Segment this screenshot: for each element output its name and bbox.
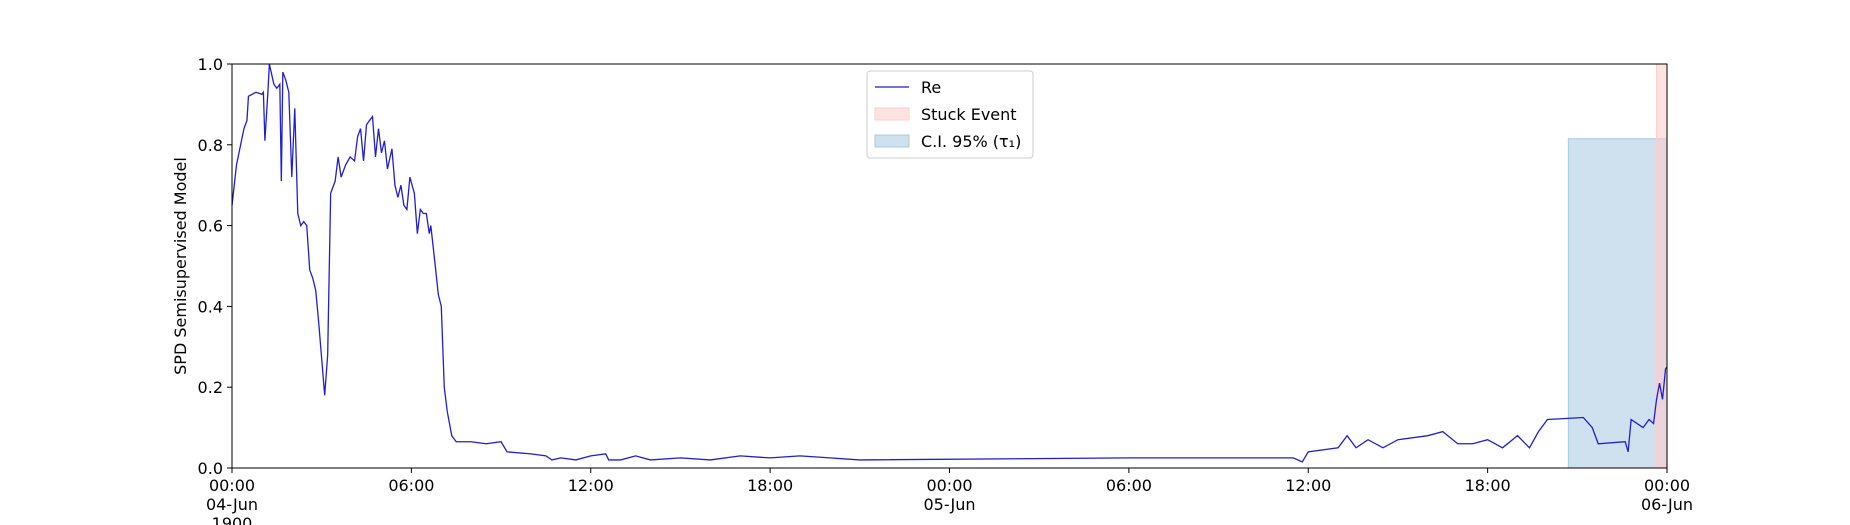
legend-swatch: [874, 134, 910, 148]
x-tick-label-line: 00:00: [1644, 476, 1690, 495]
x-tick-label: 06:00: [388, 476, 434, 495]
x-tick-label-line: 05-Jun: [923, 495, 975, 514]
x-tick-label: 12:00: [1285, 476, 1331, 495]
x-tick-label-line: 18:00: [1465, 476, 1511, 495]
y-tick-label: 0.4: [198, 297, 223, 316]
x-tick-label: 06:00: [1106, 476, 1152, 495]
y-tick-label: 0.6: [198, 217, 223, 236]
x-tick-label-line: 1900: [212, 514, 253, 525]
x-tick-label-line: 00:00: [926, 476, 972, 495]
x-tick-label: 18:00: [1465, 476, 1511, 495]
span: [1656, 63, 1668, 469]
x-tick-label: 00:00 05-Jun: [923, 476, 975, 514]
line: [231, 63, 1668, 463]
legend: Re Stuck Event C.I. 95% (τ₁): [866, 70, 1034, 159]
y-tick-label: 0.8: [198, 136, 223, 155]
span: [1567, 138, 1668, 469]
y-axis-label: SPD Semisupervised Model: [171, 157, 190, 375]
x-tick-label-line: 06:00: [1106, 476, 1152, 495]
legend-label: Re: [921, 78, 941, 97]
y-tick-label: 0.2: [198, 378, 223, 397]
legend-swatch: [874, 107, 910, 121]
legend-label: Stuck Event: [921, 105, 1017, 124]
y-tick-label: 1.0: [198, 55, 223, 74]
x-tick-label: 18:00: [747, 476, 793, 495]
x-tick-label-line: 18:00: [747, 476, 793, 495]
x-tick-label: 00:00 06-Jun: [1641, 476, 1693, 514]
x-tick-label-line: 06-Jun: [1641, 495, 1693, 514]
x-tick-label-line: 12:00: [1285, 476, 1331, 495]
x-tick-label-line: 00:00: [209, 476, 255, 495]
y-tick-label: 0.0: [198, 459, 223, 478]
x-tick-label: 12:00: [568, 476, 614, 495]
x-tick-label-line: 06:00: [388, 476, 434, 495]
x-tick-label-line: 12:00: [568, 476, 614, 495]
legend-label: C.I. 95% (τ₁): [921, 132, 1021, 151]
x-tick-label: 00:00 04-Jun 1900: [206, 476, 258, 525]
x-tick-label-line: 04-Jun: [206, 495, 258, 514]
